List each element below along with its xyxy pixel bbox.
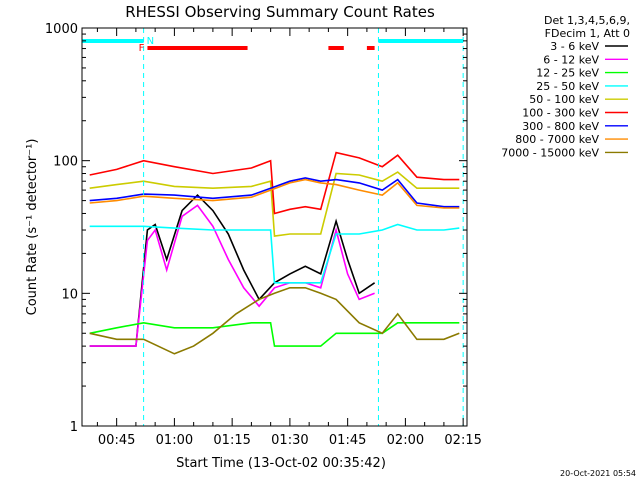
legend-header-1: FDecim 1, Att 0 <box>545 27 630 40</box>
x-tick-label-2: 01:15 <box>213 433 250 448</box>
series-line-2 <box>89 321 460 347</box>
flare-bar-2 <box>366 46 375 50</box>
legend-label-0: 3 - 6 keV <box>550 40 599 53</box>
x-axis-label: Start Time (13-Oct-02 00:35:42) <box>176 456 386 471</box>
series-line-1 <box>89 204 375 347</box>
legend: Det 1,3,4,5,6,9,FDecim 1, Att 03 - 6 keV… <box>501 14 630 159</box>
legend-label-5: 100 - 300 keV <box>522 107 599 120</box>
series-line-7 <box>89 178 460 209</box>
series-line-8 <box>89 286 460 355</box>
night-flag-label: N <box>147 36 154 47</box>
flare-flag-label: F <box>139 43 145 54</box>
y-tick-label-3: 1000 <box>45 22 78 37</box>
x-axis: 00:45 01:00 01:15 01:30 01:45 02:00 02:15 <box>96 28 482 448</box>
y-tick-label-0: 1 <box>70 420 78 435</box>
x-tick-label-4: 01:45 <box>329 433 366 448</box>
x-tick-label-6: 02:15 <box>444 433 481 448</box>
legend-label-1: 6 - 12 keV <box>543 53 599 66</box>
series-layer <box>89 151 460 355</box>
y-tick-label-2: 100 <box>53 155 78 170</box>
legend-label-3: 25 - 50 keV <box>536 80 599 93</box>
legend-label-2: 12 - 25 keV <box>536 67 599 80</box>
chart-title: RHESSI Observing Summary Count Rates <box>125 3 435 21</box>
series-line-6 <box>89 177 460 208</box>
flag-bars-layer: FN <box>82 28 464 426</box>
x-tick-label-5: 02:00 <box>387 433 424 448</box>
series-line-5 <box>89 151 460 215</box>
flare-bar-0 <box>147 46 248 50</box>
series-line-3 <box>89 223 460 284</box>
legend-label-6: 300 - 800 keV <box>522 120 599 133</box>
y-axis-label: Count Rate (s⁻¹ detector⁻¹) <box>25 139 40 316</box>
series-line-4 <box>89 171 460 238</box>
night-bar-0 <box>82 39 144 43</box>
plot-frame <box>81 27 468 427</box>
legend-label-8: 7000 - 15000 keV <box>501 146 599 159</box>
series-line-0 <box>89 193 376 347</box>
timestamp: 20-Oct-2021 05:54 <box>560 469 636 478</box>
y-axis: 1 10 100 1000 <box>45 22 467 435</box>
flare-bar-1 <box>328 46 344 50</box>
legend-label-4: 50 - 100 keV <box>529 93 599 106</box>
x-tick-label-3: 01:30 <box>271 433 308 448</box>
legend-label-7: 800 - 7000 keV <box>515 133 599 146</box>
x-tick-label-0: 00:45 <box>98 433 135 448</box>
x-tick-label-1: 01:00 <box>156 433 193 448</box>
night-bar-1 <box>378 39 464 43</box>
y-tick-label-1: 10 <box>61 287 78 302</box>
legend-header-0: Det 1,3,4,5,6,9, <box>544 14 630 27</box>
